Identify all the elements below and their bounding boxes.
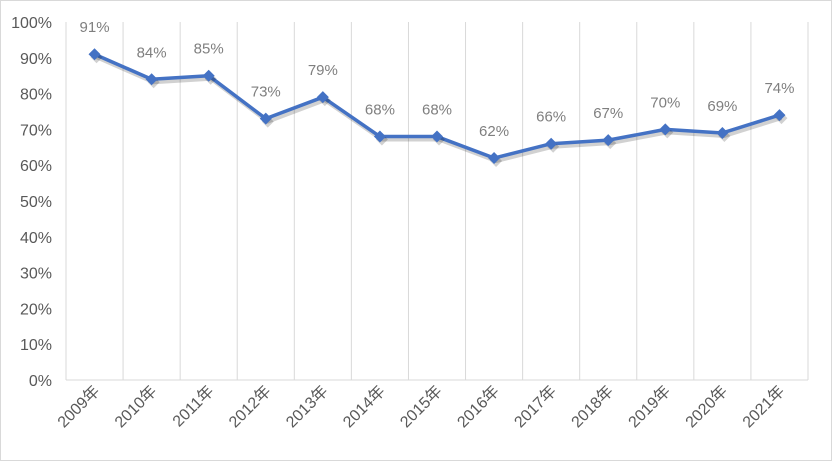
x-tick-label: 2015年 xyxy=(397,382,446,431)
x-tick-label: 2019年 xyxy=(625,382,674,431)
data-point xyxy=(145,73,158,86)
y-tick-label: 50% xyxy=(20,194,52,211)
y-tick-label: 80% xyxy=(20,87,52,104)
data-point xyxy=(716,126,729,139)
data-point xyxy=(202,69,215,82)
data-point xyxy=(773,109,786,122)
data-label: 69% xyxy=(707,98,737,115)
data-point xyxy=(373,130,386,143)
data-label: 67% xyxy=(593,105,623,122)
y-tick-label: 30% xyxy=(20,266,52,283)
x-tick-label: 2009年 xyxy=(54,382,103,431)
y-tick-label: 40% xyxy=(20,230,52,247)
y-tick-label: 90% xyxy=(20,51,52,68)
data-point xyxy=(88,48,101,61)
data-label: 74% xyxy=(764,80,794,97)
y-tick-label: 10% xyxy=(20,337,52,354)
data-point xyxy=(259,112,272,125)
data-label: 70% xyxy=(650,94,680,111)
data-point xyxy=(316,91,329,104)
y-tick-label: 100% xyxy=(11,15,52,32)
data-point xyxy=(659,123,672,136)
data-point xyxy=(602,134,615,147)
data-label: 62% xyxy=(479,123,509,140)
x-tick-label: 2020年 xyxy=(682,382,731,431)
y-tick-label: 0% xyxy=(29,373,52,390)
data-point xyxy=(431,130,443,143)
data-label: 73% xyxy=(251,84,281,101)
data-label: 68% xyxy=(422,102,452,119)
x-tick-label: 2021年 xyxy=(739,382,788,431)
x-tick-label: 2012年 xyxy=(225,382,274,431)
y-tick-label: 20% xyxy=(20,301,52,318)
y-tick-label: 70% xyxy=(20,122,52,139)
data-label: 68% xyxy=(365,102,395,119)
data-label: 91% xyxy=(80,19,110,36)
x-tick-label: 2010年 xyxy=(111,382,160,431)
data-label: 85% xyxy=(194,41,224,58)
data-label: 66% xyxy=(536,109,566,126)
data-label: 79% xyxy=(308,62,338,79)
x-tick-label: 2013年 xyxy=(282,382,331,431)
y-tick-label: 60% xyxy=(20,158,52,175)
x-tick-label: 2014年 xyxy=(340,382,389,431)
data-label: 84% xyxy=(137,44,167,61)
data-point xyxy=(545,137,558,150)
x-tick-label: 2017年 xyxy=(511,382,560,431)
x-tick-label: 2016年 xyxy=(454,382,503,431)
x-tick-label: 2011年 xyxy=(169,382,217,430)
x-tick-label: 2018年 xyxy=(568,382,617,431)
data-point xyxy=(488,152,501,165)
